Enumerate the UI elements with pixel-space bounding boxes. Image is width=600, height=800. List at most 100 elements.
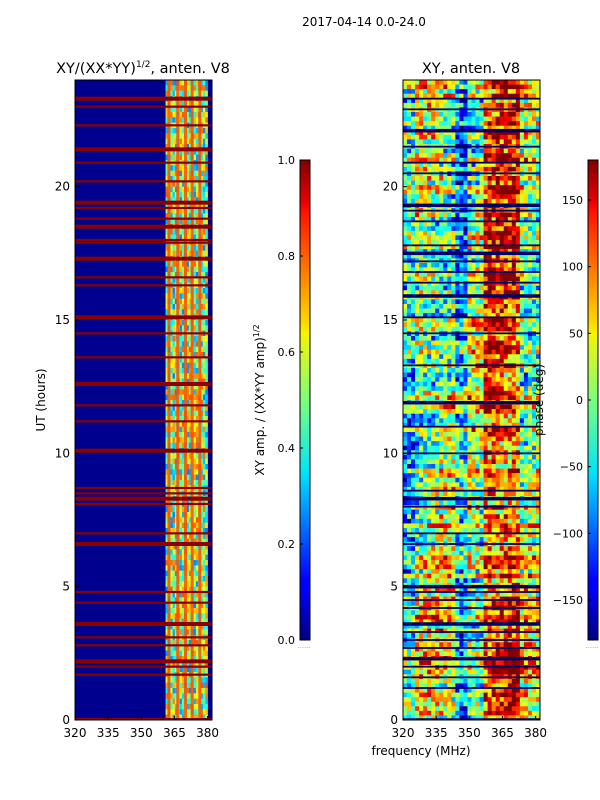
heatmap-cell — [467, 267, 472, 273]
heatmap-cell — [467, 422, 472, 428]
heatmap-cell — [165, 112, 169, 118]
heatmap-cell — [459, 413, 464, 419]
heatmap-cell — [200, 245, 204, 251]
heatmap-cell — [202, 512, 206, 518]
heatmap-cell — [435, 418, 440, 424]
heatmap-cell — [519, 368, 525, 373]
heatmap-cell — [181, 181, 185, 187]
heatmap-cell — [499, 322, 505, 328]
heatmap-cell — [181, 549, 185, 555]
heatmap-cell — [186, 453, 190, 459]
heatmap-cell — [172, 602, 176, 609]
heatmap-cell — [205, 576, 208, 582]
heatmap-cell — [443, 386, 448, 392]
heatmap-cell — [205, 661, 208, 667]
heatmap-cell — [499, 395, 505, 401]
heatmap-cell — [511, 157, 517, 163]
heatmap-cell — [439, 336, 444, 341]
heatmap-cell — [427, 244, 432, 250]
heatmap-cell — [411, 281, 416, 287]
heatmap-cell — [186, 165, 190, 171]
heatmap-cell — [174, 618, 178, 625]
heatmap-cell — [202, 586, 206, 593]
heatmap-cell — [435, 235, 440, 241]
heatmap-cell — [179, 544, 183, 550]
heatmap-cell — [479, 212, 484, 218]
heatmap-cell — [519, 116, 525, 122]
heatmap-cell — [511, 441, 517, 447]
heatmap-cell — [443, 436, 448, 442]
heatmap-cell — [475, 336, 480, 341]
heatmap-cell — [423, 116, 428, 122]
heatmap-cell — [483, 157, 488, 163]
heatmap-cell — [403, 80, 408, 85]
heatmap-cell — [181, 480, 185, 486]
heatmap-cell — [531, 125, 537, 131]
heatmap-cell — [451, 102, 456, 108]
heatmap-cell — [443, 272, 448, 277]
heatmap-cell — [499, 230, 505, 236]
heatmap-cell — [165, 213, 169, 219]
heatmap-cell — [423, 313, 428, 319]
heatmap-cell — [515, 413, 521, 419]
heatmap-cell — [415, 130, 420, 136]
heatmap-cell — [507, 230, 513, 236]
heatmap-cell — [487, 427, 492, 433]
heatmap-cell — [193, 469, 197, 475]
heatmap-cell — [531, 290, 537, 296]
heatmap-cell — [419, 409, 424, 415]
heatmap-cell — [447, 84, 452, 90]
heatmap-cell — [186, 394, 190, 401]
heatmap-cell — [193, 266, 197, 273]
heatmap-cell — [427, 336, 432, 341]
heatmap-cell — [471, 226, 476, 232]
heatmap-cell — [519, 249, 525, 255]
heatmap-cell — [188, 357, 192, 363]
heatmap-cell — [527, 368, 533, 373]
heatmap-cell — [165, 624, 169, 630]
heatmap-cell — [507, 130, 513, 136]
heatmap-cell — [415, 212, 420, 218]
heatmap-cell — [451, 194, 456, 200]
heatmap-cell — [463, 198, 468, 204]
heatmap-cell — [447, 112, 452, 117]
saturated-row — [75, 382, 212, 386]
heatmap-cell — [535, 276, 540, 282]
heatmap-cell — [467, 308, 472, 314]
heatmap-cell — [403, 230, 408, 236]
heatmap-cell — [443, 102, 448, 108]
saturated-row — [75, 147, 212, 152]
heatmap-cell — [483, 381, 488, 387]
heatmap-cell — [479, 349, 484, 355]
heatmap-cell — [523, 221, 529, 227]
heatmap-cell — [511, 290, 517, 296]
heatmap-cell — [174, 304, 178, 310]
heatmap-cell — [415, 116, 420, 122]
heatmap-cell — [202, 538, 206, 545]
heatmap-cell — [181, 309, 185, 315]
heatmap-cell — [507, 413, 513, 419]
heatmap-cell — [519, 427, 525, 433]
heatmap-cell — [195, 426, 199, 433]
heatmap-cell — [193, 213, 197, 219]
heatmap-cell — [451, 267, 456, 273]
heatmap-cell — [172, 661, 176, 667]
heatmap-cell — [487, 290, 492, 296]
heatmap-cell — [193, 576, 197, 582]
heatmap-cell — [188, 288, 192, 294]
heatmap-cell — [515, 326, 521, 332]
heatmap-cell — [427, 153, 432, 159]
heatmap-cell — [200, 602, 204, 609]
heatmap-cell — [475, 262, 480, 268]
heatmap-cell — [188, 389, 192, 395]
heatmap-cell — [511, 304, 517, 309]
heatmap-cell — [179, 277, 183, 283]
heatmap-cell — [511, 240, 517, 245]
heatmap-cell — [174, 138, 178, 145]
heatmap-cell — [431, 240, 436, 245]
heatmap-cell — [471, 432, 476, 437]
heatmap-cell — [451, 84, 456, 90]
heatmap-cell — [475, 413, 480, 419]
heatmap-cell — [483, 345, 488, 351]
heatmap-cell — [463, 336, 468, 341]
